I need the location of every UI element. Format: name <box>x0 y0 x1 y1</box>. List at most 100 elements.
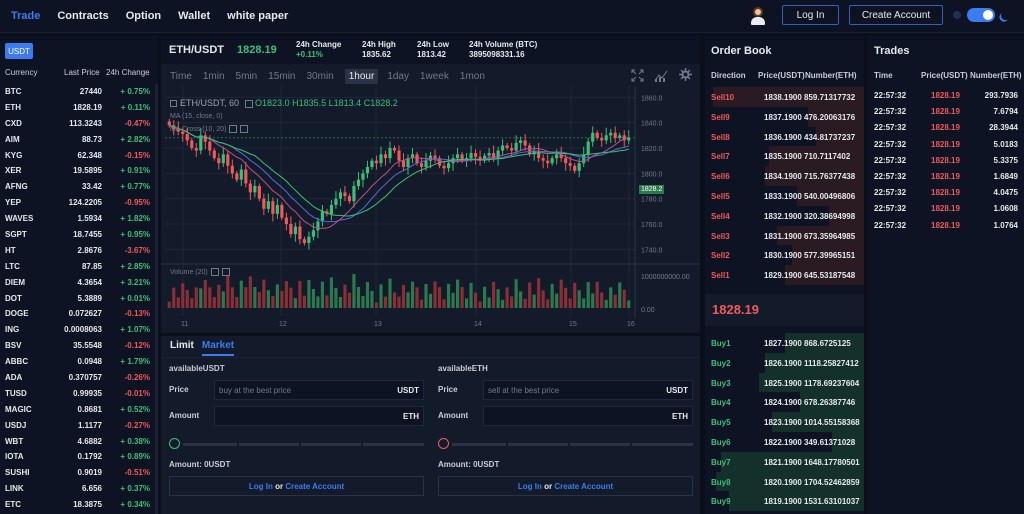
buy-percent-slider[interactable] <box>169 438 424 450</box>
trade-time: 22:57:32 <box>874 91 907 100</box>
market-row[interactable]: SGPT 18.7455 + 0.95% <box>0 227 158 243</box>
volume-bar <box>460 287 464 308</box>
theme-toggle[interactable] <box>967 8 995 22</box>
nav-white-paper[interactable]: white paper <box>227 10 289 22</box>
chart-canvas[interactable]: 1860.0 1840.0 1820.0 1800.0 1780.0 1760.0 1740… <box>161 86 700 333</box>
ask-row[interactable]: Sell1 1829.1900 645.53187548 <box>705 265 864 285</box>
buy-price-input[interactable]: buy at the best price USDT <box>214 380 424 400</box>
market-row[interactable]: BTC 27440 + 0.75% <box>0 84 158 100</box>
bid-row[interactable]: Buy1 1827.1900 868.6725125 <box>705 333 864 353</box>
ask-row[interactable]: Sell3 1831.1900 673.35964985 <box>705 225 864 246</box>
nav-contracts[interactable]: Contracts <box>57 10 109 22</box>
ask-row[interactable]: Sell6 1834.1900 715.76377438 <box>705 166 864 186</box>
indicator-icon[interactable] <box>654 69 668 82</box>
create-account-link[interactable]: Create Account <box>554 481 614 491</box>
market-row[interactable]: WAVES 1.5934 + 1.82% <box>0 211 158 227</box>
market-row[interactable]: YEP 124.2205 -0.95% <box>0 195 158 211</box>
nav-trade[interactable]: Trade <box>11 10 41 22</box>
interval-1hour[interactable]: 1hour <box>344 68 379 84</box>
market-row[interactable]: ETC 18.3875 + 0.34% <box>0 497 158 513</box>
bid-row[interactable]: Buy5 1823.1900 1014.55158368 <box>705 412 864 432</box>
buy-amount-input[interactable]: ETH <box>214 406 424 426</box>
market-row[interactable]: DOT 5.3889 + 0.01% <box>0 291 158 307</box>
nav-wallet[interactable]: Wallet <box>178 10 211 22</box>
bid-row[interactable]: Buy8 1820.1900 1704.52462859 <box>705 471 864 492</box>
market-symbol: DIEM <box>5 277 25 287</box>
sell-amount-input[interactable]: ETH <box>483 406 693 426</box>
candlestick-chart[interactable]: 1860.0 1840.0 1820.0 1800.0 1780.0 1760.0 1740… <box>161 86 700 333</box>
market-row[interactable]: TUSD 0.99935 -0.01% <box>0 386 158 402</box>
ma-close-icon[interactable] <box>240 125 249 133</box>
avatar-icon[interactable] <box>750 5 766 25</box>
buy-slider-knob[interactable] <box>169 438 180 449</box>
market-row[interactable]: AFNG 33.42 + 0.77% <box>0 179 158 195</box>
login-button[interactable]: Log In <box>782 5 839 25</box>
interval-15min[interactable]: 15min <box>268 70 296 82</box>
legend-settings-icon[interactable] <box>244 99 253 108</box>
x-tick-label: 15 <box>569 321 577 328</box>
market-row[interactable]: KYG 62.348 -0.15% <box>0 148 158 164</box>
bid-row[interactable]: Buy4 1824.1900 678.26387746 <box>705 392 864 413</box>
interval-1min[interactable]: 1min <box>202 70 225 82</box>
ask-row[interactable]: Sell10 1838.1900 859.71317732 <box>705 87 864 107</box>
collapse-icon[interactable] <box>170 100 177 108</box>
volume-close-icon[interactable] <box>221 268 230 276</box>
market-row[interactable]: DIEM 4.3654 + 3.21% <box>0 275 158 291</box>
market-row[interactable]: ADA 0.370757 -0.26% <box>0 370 158 386</box>
interval-1mon[interactable]: 1mon <box>459 70 485 82</box>
market-symbol: SUSHI <box>5 468 30 478</box>
market-row[interactable]: IOTA 0.1792 + 0.89% <box>0 449 158 465</box>
depth-bar <box>792 245 864 266</box>
market-row[interactable]: LINK 6.656 + 0.37% <box>0 481 158 497</box>
volume-settings-icon[interactable] <box>210 268 219 276</box>
bid-row[interactable]: Buy7 1821.1900 1648.17780501 <box>705 451 864 472</box>
sell-price-input[interactable]: sell at the best price USDT <box>483 380 693 400</box>
interval-1day[interactable]: 1day <box>387 70 409 82</box>
bid-row[interactable]: Buy3 1825.1900 1178.69237604 <box>705 372 864 393</box>
sell-percent-slider[interactable] <box>438 438 693 450</box>
market-row[interactable]: MAGIC 0.8681 + 0.52% <box>0 402 158 418</box>
market-row[interactable]: ING 0.0008063 + 1.07% <box>0 322 158 338</box>
create-account-link[interactable]: Create Account <box>285 481 345 491</box>
interval-1week[interactable]: 1week <box>420 70 449 82</box>
create-account-button[interactable]: Create Account <box>849 5 943 25</box>
market-row[interactable]: CXD 113.3243 -0.47% <box>0 116 158 132</box>
tab-market[interactable]: Market <box>201 340 235 356</box>
market-row[interactable]: ABBC 0.0948 + 1.79% <box>0 354 158 370</box>
ask-row[interactable]: Sell5 1833.1900 540.00496806 <box>705 186 864 206</box>
bid-row[interactable]: Buy9 1819.1900 1531.63101037 <box>705 491 864 512</box>
market-row[interactable]: AIM 88.73 + 2.82% <box>0 132 158 148</box>
ma-settings-icon[interactable] <box>229 125 238 133</box>
market-row[interactable]: HT 2.8676 -3.67% <box>0 243 158 259</box>
login-link[interactable]: Log In <box>517 481 542 491</box>
interval-time[interactable]: Time <box>170 70 192 82</box>
market-row[interactable]: DOGE 0.072627 -0.13% <box>0 306 158 322</box>
buy-login-button[interactable]: Log In or Create Account <box>169 476 424 496</box>
ask-row[interactable]: Sell8 1836.1900 434.81737237 <box>705 126 864 147</box>
candle-body <box>370 160 374 167</box>
market-row[interactable]: LTC 87.85 + 2.85% <box>0 259 158 275</box>
sell-slider-knob[interactable] <box>438 438 449 449</box>
bid-row[interactable]: Buy6 1822.1900 349.61371028 <box>705 432 864 452</box>
ask-row[interactable]: Sell7 1835.1900 710.7117402 <box>705 146 864 167</box>
market-row[interactable]: XER 19.5895 + 0.91% <box>0 163 158 179</box>
settings-gear-icon[interactable] <box>679 68 692 81</box>
tab-usdt[interactable]: USDT <box>5 43 33 59</box>
sell-login-button[interactable]: Log In or Create Account <box>438 476 693 496</box>
market-row[interactable]: ETH 1828.19 + 0.11% <box>0 100 158 116</box>
interval-30min[interactable]: 30min <box>306 70 334 82</box>
fullscreen-icon[interactable] <box>631 69 644 82</box>
interval-5min[interactable]: 5min <box>235 70 258 82</box>
ask-row[interactable]: Sell9 1837.1900 476.20063176 <box>705 106 864 127</box>
ask-row[interactable]: Sell2 1830.1900 577.39965151 <box>705 245 864 266</box>
market-row[interactable]: WBT 4.6882 + 0.38% <box>0 434 158 450</box>
nav-option[interactable]: Option <box>125 10 162 22</box>
ask-row[interactable]: Sell4 1832.1900 320.38694998 <box>705 205 864 226</box>
login-link[interactable]: Log In <box>248 481 273 491</box>
market-row[interactable]: BSV 35.5548 -0.12% <box>0 338 158 354</box>
market-scrollbar[interactable] <box>155 84 158 514</box>
market-row[interactable]: SUSHI 0.9019 -0.51% <box>0 465 158 481</box>
bid-row[interactable]: Buy2 1826.1900 1118.25827412 <box>705 352 864 373</box>
tab-limit[interactable]: Limit <box>170 340 194 351</box>
market-row[interactable]: USDJ 1.1177 -0.27% <box>0 418 158 434</box>
